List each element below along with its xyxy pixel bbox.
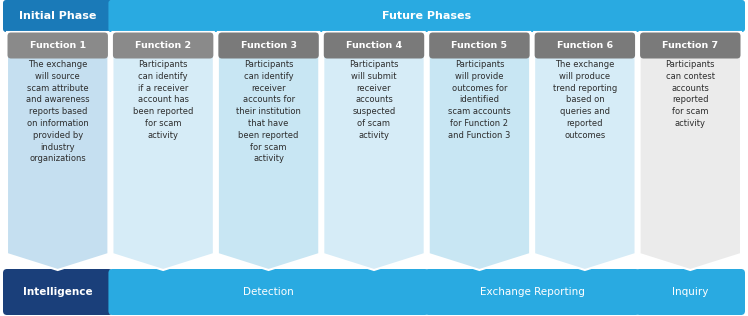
Text: Participants
will submit
receiver
accounts
suspected
of scam
activity: Participants will submit receiver accoun… [349, 60, 399, 140]
Text: Intelligence: Intelligence [23, 287, 93, 297]
Text: Function 2: Function 2 [135, 41, 191, 50]
Text: Function 7: Function 7 [662, 41, 718, 50]
Text: Initial Phase: Initial Phase [19, 11, 96, 21]
Text: The exchange
will produce
trend reporting
based on
queries and
reported
outcomes: The exchange will produce trend reportin… [553, 60, 617, 140]
FancyBboxPatch shape [324, 33, 424, 58]
Text: Future Phases: Future Phases [382, 11, 471, 21]
Text: Detection: Detection [243, 287, 294, 297]
Text: The exchange
will source
scam attribute
and awareness
reports based
on informati: The exchange will source scam attribute … [26, 60, 90, 163]
Polygon shape [112, 32, 214, 270]
Text: Participants
can contest
accounts
reported
for scam
activity: Participants can contest accounts report… [666, 60, 715, 128]
Text: Function 4: Function 4 [346, 41, 402, 50]
Text: Participants
will provide
outcomes for
identified
scam accounts
for Function 2
a: Participants will provide outcomes for i… [448, 60, 511, 140]
Polygon shape [323, 32, 425, 270]
FancyBboxPatch shape [640, 33, 741, 58]
Text: Participants
can identify
receiver
accounts for
their institution
that have
been: Participants can identify receiver accou… [236, 60, 301, 163]
FancyBboxPatch shape [3, 269, 112, 315]
FancyBboxPatch shape [218, 33, 319, 58]
Text: Exchange Reporting: Exchange Reporting [479, 287, 585, 297]
Polygon shape [640, 32, 741, 270]
FancyBboxPatch shape [535, 33, 635, 58]
Text: Function 3: Function 3 [241, 41, 296, 50]
Polygon shape [429, 32, 530, 270]
Text: Participants
can identify
if a receiver
account has
been reported
for scam
activ: Participants can identify if a receiver … [133, 60, 193, 140]
FancyBboxPatch shape [636, 269, 745, 315]
Polygon shape [218, 32, 319, 270]
Text: Function 1: Function 1 [30, 41, 86, 50]
FancyBboxPatch shape [108, 269, 429, 315]
Polygon shape [534, 32, 636, 270]
Text: Inquiry: Inquiry [672, 287, 708, 297]
FancyBboxPatch shape [108, 0, 745, 32]
Text: Function 6: Function 6 [557, 41, 613, 50]
Polygon shape [7, 32, 108, 270]
Text: Function 5: Function 5 [452, 41, 507, 50]
FancyBboxPatch shape [113, 33, 213, 58]
FancyBboxPatch shape [425, 269, 640, 315]
FancyBboxPatch shape [429, 33, 530, 58]
FancyBboxPatch shape [7, 33, 108, 58]
FancyBboxPatch shape [3, 0, 112, 32]
